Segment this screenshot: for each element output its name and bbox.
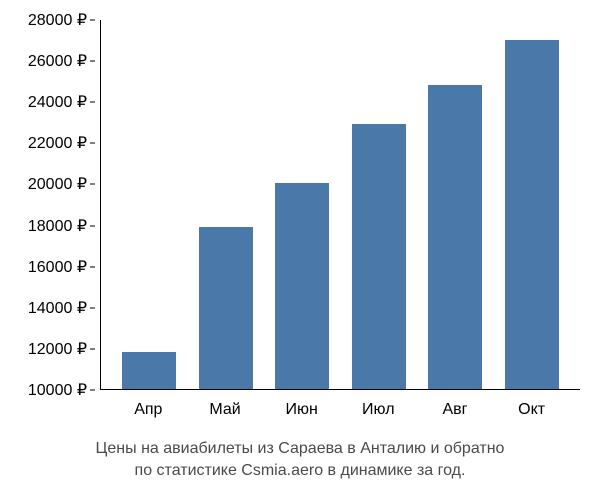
y-tick-label: 26000 ₽ xyxy=(28,51,87,71)
bar xyxy=(428,85,482,389)
bar xyxy=(352,124,406,389)
y-tick-label: 20000 ₽ xyxy=(28,174,87,194)
y-tick-label: 16000 ₽ xyxy=(28,257,87,277)
y-tick-label: 12000 ₽ xyxy=(28,339,87,359)
y-tick-label: 10000 ₽ xyxy=(28,380,87,400)
y-tick-mark xyxy=(90,61,95,62)
x-tick-label: Авг xyxy=(428,395,482,425)
y-tick-mark xyxy=(90,348,95,349)
chart-container xyxy=(100,20,580,390)
y-tick-label: 22000 ₽ xyxy=(28,133,87,153)
x-tick-label: Окт xyxy=(505,395,559,425)
y-tick-mark xyxy=(90,225,95,226)
y-tick-mark xyxy=(90,184,95,185)
x-tick-label: Май xyxy=(198,395,252,425)
y-tick-label: 24000 ₽ xyxy=(28,92,87,112)
caption-line-1: Цены на авиабилеты из Сараева в Анталию … xyxy=(0,438,600,460)
x-axis: Апр Май Июн Июл Авг Окт xyxy=(100,395,580,425)
caption-line-2: по статистике Csmia.aero в динамике за г… xyxy=(0,460,600,482)
bars-group xyxy=(101,20,580,389)
bar xyxy=(275,183,329,389)
bar xyxy=(122,352,176,389)
y-tick-label: 18000 ₽ xyxy=(28,216,87,236)
x-tick-label: Апр xyxy=(121,395,175,425)
y-tick-label: 28000 ₽ xyxy=(28,10,87,30)
y-tick-mark xyxy=(90,143,95,144)
y-tick-mark xyxy=(90,307,95,308)
bar xyxy=(199,227,253,389)
y-tick-mark xyxy=(90,266,95,267)
y-tick-label: 14000 ₽ xyxy=(28,298,87,318)
x-tick-label: Июл xyxy=(351,395,405,425)
bar xyxy=(505,40,559,389)
plot-area xyxy=(100,20,580,390)
y-tick-mark xyxy=(90,102,95,103)
y-tick-mark xyxy=(90,390,95,391)
x-tick-label: Июн xyxy=(275,395,329,425)
y-axis: 10000 ₽12000 ₽14000 ₽16000 ₽18000 ₽20000… xyxy=(0,20,95,390)
chart-caption: Цены на авиабилеты из Сараева в Анталию … xyxy=(0,438,600,483)
y-tick-mark xyxy=(90,20,95,21)
